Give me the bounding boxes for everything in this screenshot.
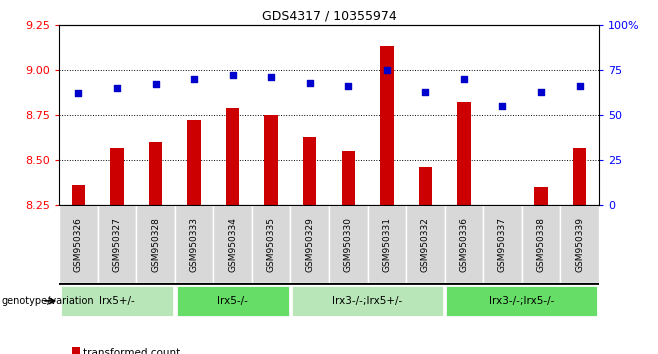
Text: lrx3-/-;lrx5-/-: lrx3-/-;lrx5-/- bbox=[489, 296, 555, 306]
FancyBboxPatch shape bbox=[59, 205, 98, 283]
FancyBboxPatch shape bbox=[60, 285, 174, 317]
Text: GSM950333: GSM950333 bbox=[190, 217, 199, 272]
Text: GSM950339: GSM950339 bbox=[575, 217, 584, 272]
Point bbox=[305, 80, 315, 85]
FancyBboxPatch shape bbox=[175, 205, 213, 283]
FancyBboxPatch shape bbox=[560, 205, 599, 283]
FancyBboxPatch shape bbox=[291, 285, 444, 317]
Point bbox=[497, 103, 508, 109]
Text: GSM950334: GSM950334 bbox=[228, 217, 237, 272]
Bar bbox=[495, 209, 509, 354]
Point bbox=[536, 89, 546, 95]
Bar bbox=[342, 151, 355, 354]
FancyBboxPatch shape bbox=[136, 205, 175, 283]
Title: GDS4317 / 10355974: GDS4317 / 10355974 bbox=[262, 9, 396, 22]
Point bbox=[420, 89, 430, 95]
Point bbox=[382, 67, 392, 73]
Text: lrx3-/-;lrx5+/-: lrx3-/-;lrx5+/- bbox=[332, 296, 403, 306]
Bar bbox=[534, 187, 547, 354]
FancyBboxPatch shape bbox=[329, 205, 368, 283]
FancyBboxPatch shape bbox=[483, 205, 522, 283]
FancyBboxPatch shape bbox=[252, 205, 290, 283]
Point bbox=[189, 76, 199, 82]
Bar bbox=[149, 142, 163, 354]
Text: lrx5+/-: lrx5+/- bbox=[99, 296, 135, 306]
FancyBboxPatch shape bbox=[176, 285, 290, 317]
FancyBboxPatch shape bbox=[522, 205, 560, 283]
Bar bbox=[380, 46, 393, 354]
Point bbox=[459, 76, 469, 82]
Text: GSM950338: GSM950338 bbox=[536, 217, 545, 272]
Text: genotype/variation: genotype/variation bbox=[1, 296, 94, 306]
FancyBboxPatch shape bbox=[445, 285, 598, 317]
Text: GSM950337: GSM950337 bbox=[498, 217, 507, 272]
Bar bbox=[226, 108, 240, 354]
Text: GSM950331: GSM950331 bbox=[382, 217, 392, 272]
FancyBboxPatch shape bbox=[98, 205, 136, 283]
Text: GSM950327: GSM950327 bbox=[113, 217, 122, 272]
FancyBboxPatch shape bbox=[213, 205, 252, 283]
FancyBboxPatch shape bbox=[368, 205, 406, 283]
Point bbox=[112, 85, 122, 91]
Point bbox=[73, 91, 84, 96]
Bar bbox=[188, 120, 201, 354]
Point bbox=[343, 83, 353, 89]
Point bbox=[150, 81, 161, 87]
Bar bbox=[265, 115, 278, 354]
Bar bbox=[72, 185, 86, 354]
Bar bbox=[457, 102, 470, 354]
Text: transformed count: transformed count bbox=[83, 348, 180, 354]
FancyBboxPatch shape bbox=[290, 205, 329, 283]
FancyBboxPatch shape bbox=[445, 205, 483, 283]
Bar bbox=[572, 148, 586, 354]
Text: GSM950336: GSM950336 bbox=[459, 217, 468, 272]
Point bbox=[228, 73, 238, 78]
Point bbox=[574, 83, 585, 89]
Text: lrx5-/-: lrx5-/- bbox=[217, 296, 248, 306]
FancyBboxPatch shape bbox=[406, 205, 445, 283]
Bar bbox=[303, 137, 316, 354]
Text: GSM950335: GSM950335 bbox=[266, 217, 276, 272]
Text: GSM950326: GSM950326 bbox=[74, 217, 83, 272]
Bar bbox=[111, 148, 124, 354]
Point bbox=[266, 74, 276, 80]
Text: GSM950330: GSM950330 bbox=[343, 217, 353, 272]
Bar bbox=[418, 167, 432, 354]
Text: GSM950332: GSM950332 bbox=[421, 217, 430, 272]
Text: GSM950328: GSM950328 bbox=[151, 217, 160, 272]
Text: GSM950329: GSM950329 bbox=[305, 217, 315, 272]
